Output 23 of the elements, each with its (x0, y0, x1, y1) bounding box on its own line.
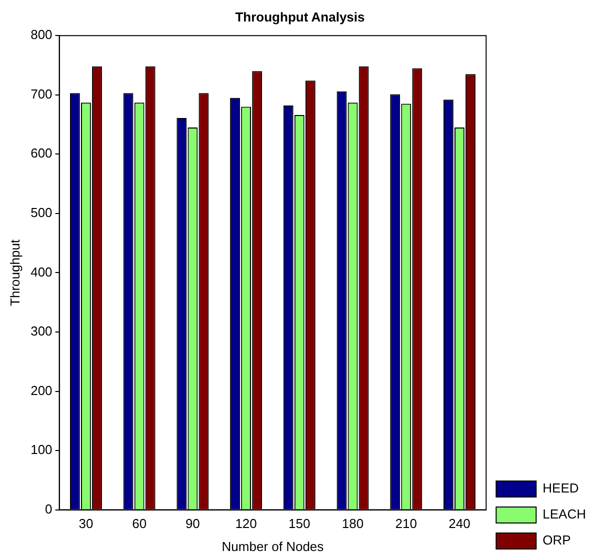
x-tick-label: 240 (448, 516, 470, 532)
y-tick-label: 300 (30, 324, 52, 339)
x-tick-label: 210 (395, 516, 417, 532)
chart-title: Throughput Analysis (235, 9, 365, 24)
x-axis-title: Number of Nodes (222, 538, 324, 554)
legend-label: LEACH (542, 506, 586, 522)
y-axis-title: Throughput (7, 239, 22, 306)
legend-label: HEED (542, 480, 579, 496)
legend-label: ORP (542, 532, 571, 548)
y-tick-label: 0 (45, 501, 52, 516)
y-tick-label: 800 (30, 27, 52, 42)
x-tick-label: 150 (288, 516, 310, 532)
x-tick-label: 120 (235, 516, 257, 532)
x-tick-label: 30 (78, 516, 94, 532)
x-tick-label: 180 (342, 516, 364, 532)
x-tick-label: 60 (132, 516, 147, 532)
y-tick-label: 600 (30, 146, 52, 161)
y-tick-label: 100 (30, 442, 52, 458)
y-tick-label: 700 (30, 86, 52, 102)
y-tick-label: 200 (30, 382, 52, 398)
y-tick-label: 400 (30, 264, 52, 280)
x-tick-label: 90 (185, 516, 200, 532)
y-tick-label: 500 (30, 205, 52, 220)
